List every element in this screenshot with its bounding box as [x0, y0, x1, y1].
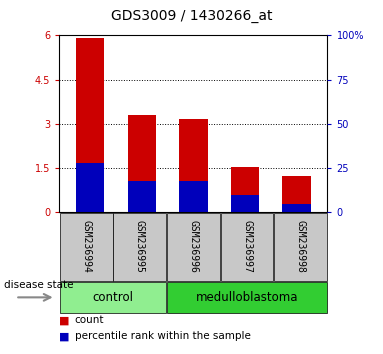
Bar	[128, 115, 156, 212]
Text: control: control	[92, 291, 134, 304]
Text: GSM236998: GSM236998	[296, 221, 306, 273]
Text: disease state: disease state	[4, 280, 73, 290]
Text: medulloblastoma: medulloblastoma	[196, 291, 298, 304]
Text: GDS3009 / 1430266_at: GDS3009 / 1430266_at	[111, 9, 272, 23]
Bar	[282, 176, 311, 212]
Bar	[76, 38, 105, 212]
Text: GSM236995: GSM236995	[135, 221, 145, 273]
Text: GSM236996: GSM236996	[188, 221, 198, 273]
Bar	[76, 163, 105, 212]
Text: GSM236994: GSM236994	[81, 221, 91, 273]
Bar	[179, 120, 208, 212]
Text: ■: ■	[59, 331, 70, 341]
Bar	[231, 167, 259, 212]
Text: percentile rank within the sample: percentile rank within the sample	[75, 331, 250, 341]
Bar	[282, 204, 311, 212]
Bar	[231, 195, 259, 212]
Bar	[179, 181, 208, 212]
Text: GSM236997: GSM236997	[242, 221, 252, 273]
Text: count: count	[75, 315, 104, 325]
Bar	[128, 181, 156, 212]
Text: ■: ■	[59, 315, 70, 325]
